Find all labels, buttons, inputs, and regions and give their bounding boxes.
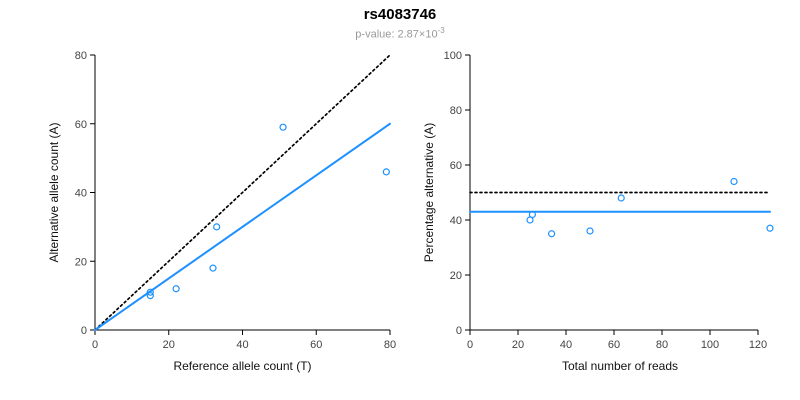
x-tick-label: 0 (467, 339, 473, 351)
percentage-alternative-scatter-plot: 0 20 40 60 80 100 120 0 20 40 60 80 100 Total number … (422, 50, 774, 373)
data-point (172, 285, 180, 293)
data-point (548, 230, 556, 238)
data-point (279, 123, 287, 131)
data-point (528, 210, 536, 219)
allele-count-scatter-plot: 0 20 40 60 80 0 20 40 60 80 Reference allele count… (47, 50, 396, 373)
y-tick-label: 60 (75, 119, 87, 131)
data-point (730, 177, 738, 186)
data-point (586, 227, 594, 235)
x-tick-label: 100 (701, 339, 719, 351)
y-tick-label: 40 (450, 215, 462, 227)
identity-line (94, 54, 391, 331)
data-point (209, 264, 217, 272)
data-point (382, 168, 390, 176)
y-tick-label: 80 (75, 50, 87, 62)
data-point (213, 223, 221, 231)
y-tick-label: 40 (75, 188, 87, 200)
x-tick-label: 60 (310, 339, 322, 351)
y-axis-label: Alternative allele count (A) (47, 122, 61, 262)
y-tick-label: 100 (444, 50, 462, 62)
x-tick-label: 40 (236, 339, 248, 351)
x-tick-label: 120 (749, 339, 767, 351)
x-tick-label: 20 (512, 339, 524, 351)
data-point (766, 224, 774, 232)
x-axis-label: Reference allele count (T) (173, 359, 311, 373)
x-tick-label: 20 (163, 339, 175, 351)
data-point (146, 288, 154, 296)
x-axis-label: Total number of reads (562, 359, 678, 373)
fit-line (94, 122, 391, 331)
data-point (617, 194, 625, 202)
x-tick-label: 60 (608, 339, 620, 351)
y-tick-label: 20 (75, 256, 87, 268)
y-axis-label: Percentage alternative (A) (422, 123, 436, 262)
x-tick-label: 40 (560, 339, 572, 351)
y-tick-label: 0 (81, 325, 87, 337)
y-tick-label: 20 (450, 270, 462, 282)
y-tick-label: 0 (456, 325, 462, 337)
x-tick-label: 80 (656, 339, 668, 351)
data-point (146, 292, 154, 300)
x-tick-label: 0 (92, 339, 98, 351)
x-tick-label: 80 (384, 339, 396, 351)
y-tick-label: 80 (450, 105, 462, 117)
y-tick-label: 60 (450, 160, 462, 172)
